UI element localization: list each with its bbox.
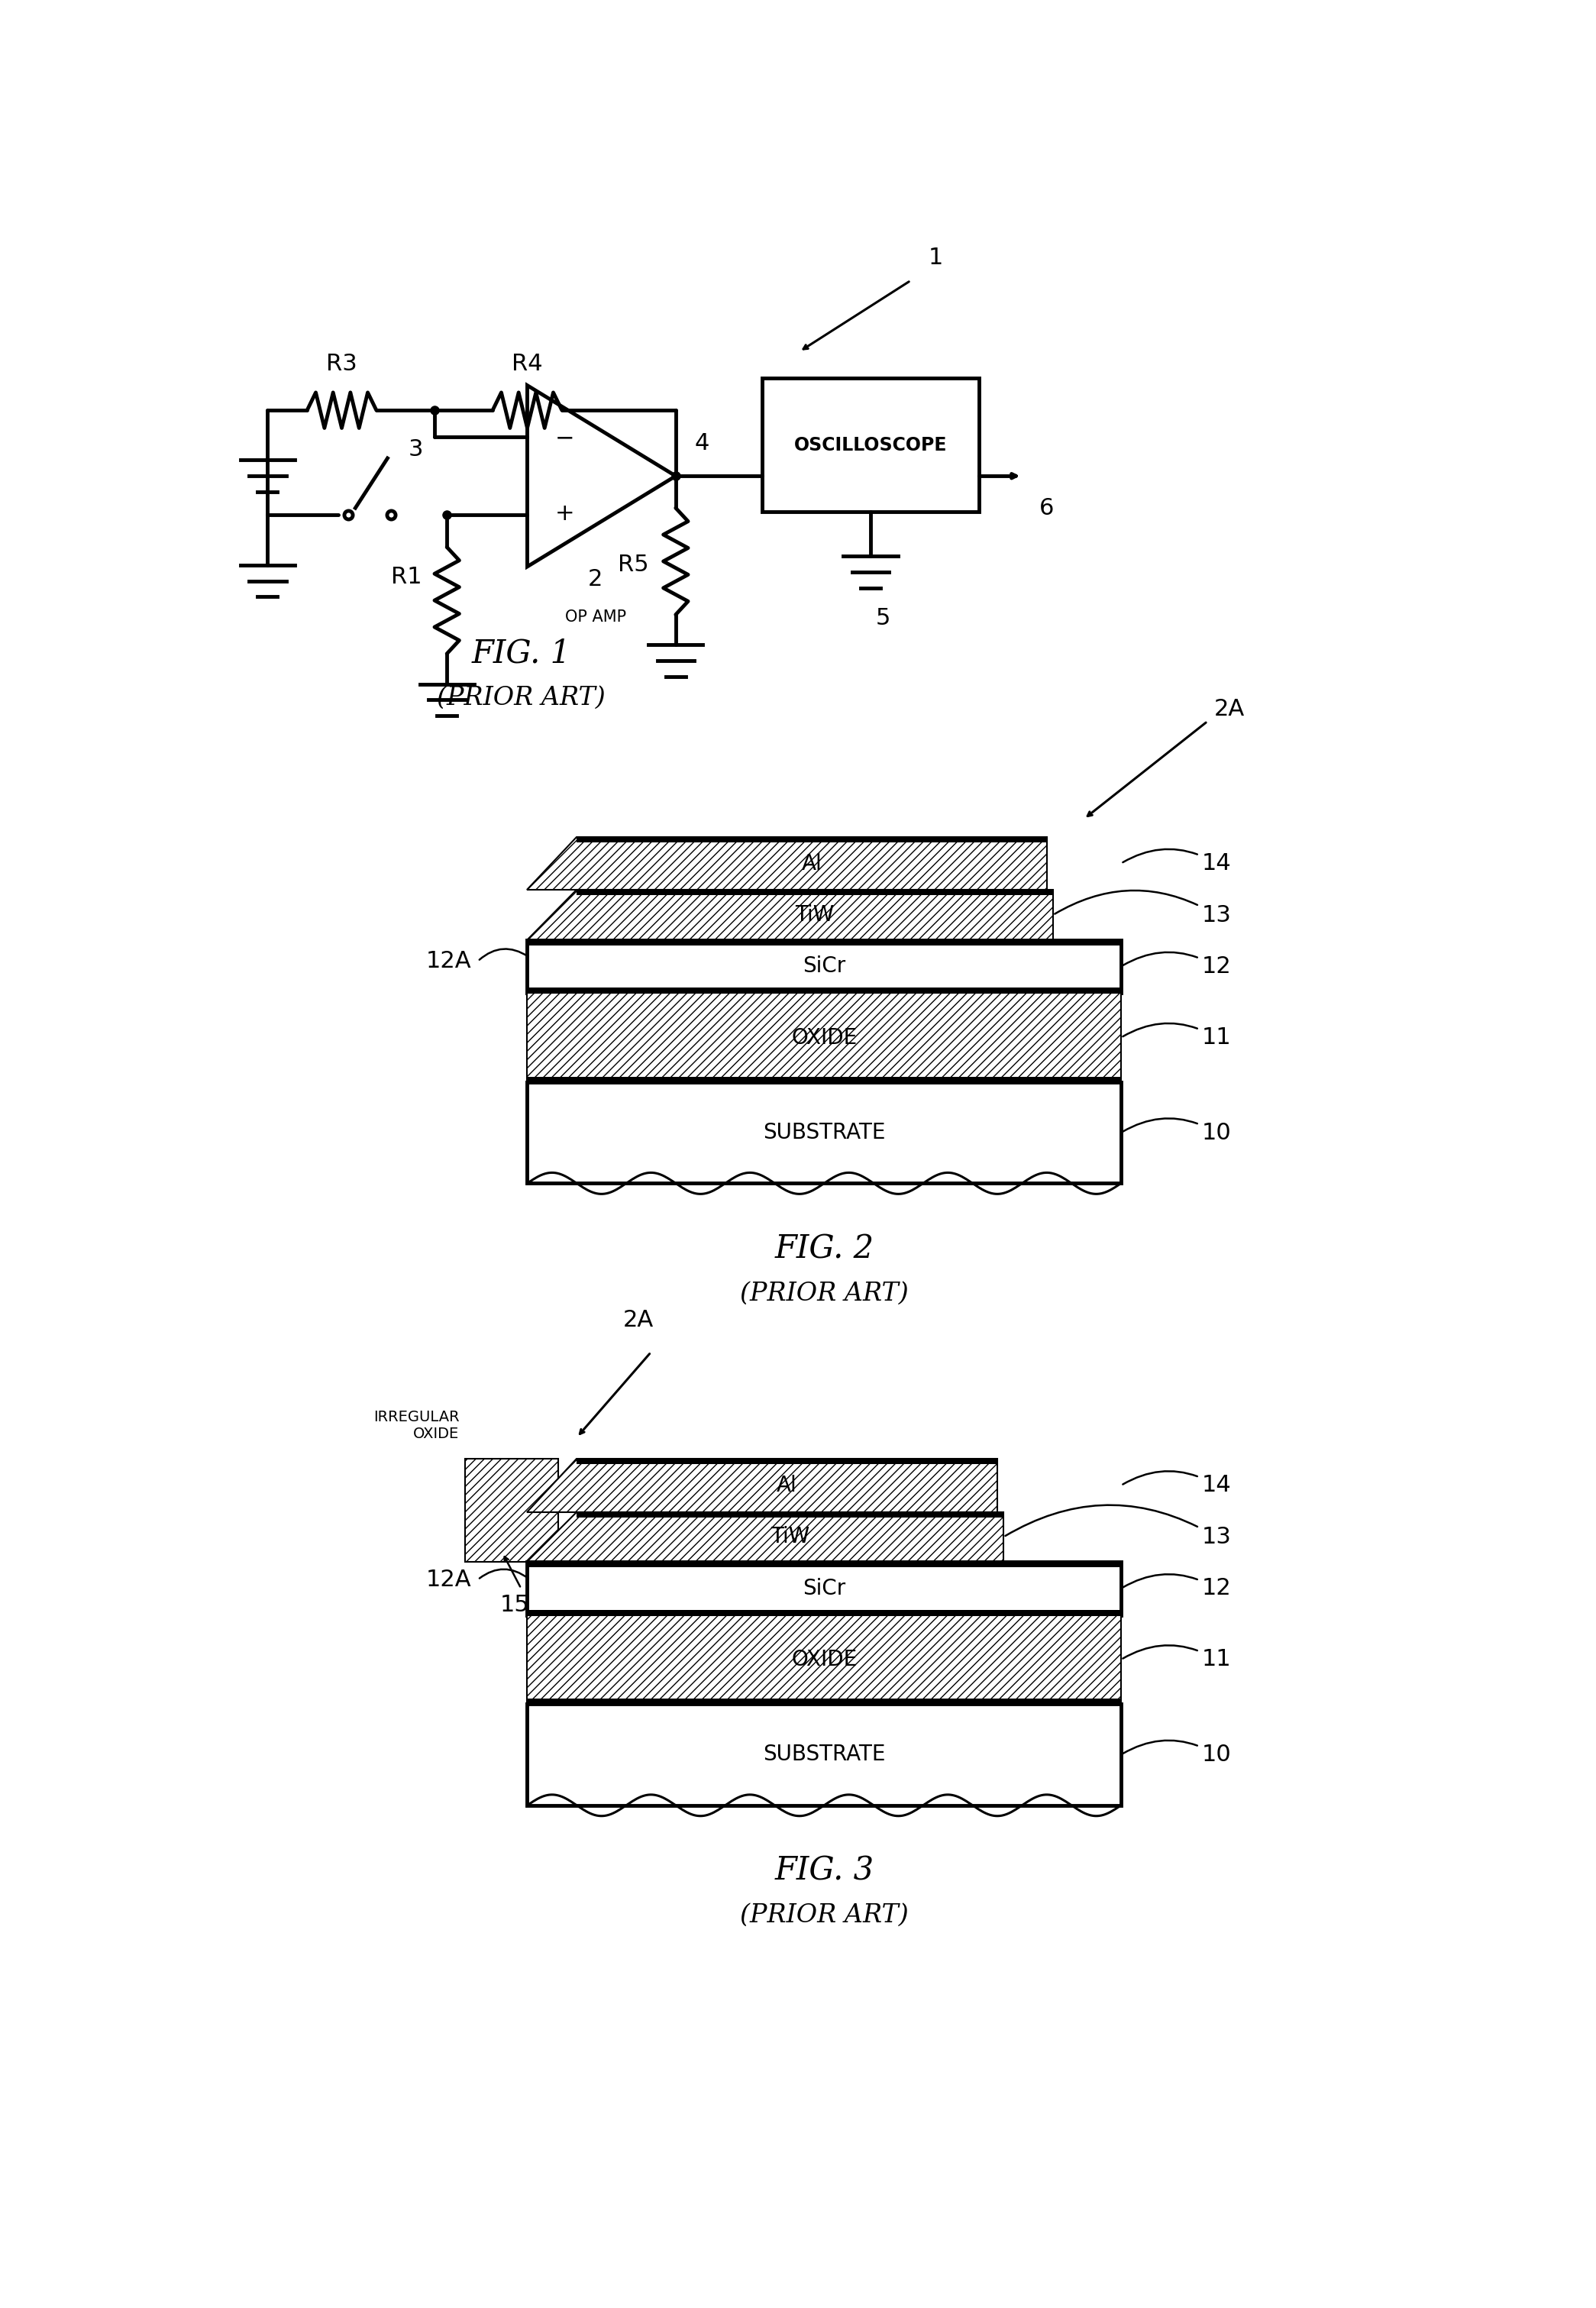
Polygon shape: [527, 1512, 1004, 1563]
Text: 12A: 12A: [426, 1569, 472, 1590]
Polygon shape: [527, 1459, 998, 1512]
Text: (PRIOR ART): (PRIOR ART): [741, 1904, 908, 1927]
Bar: [527, 939, 1120, 992]
Bar: [576, 1512, 1004, 1516]
Bar: [527, 939, 1120, 946]
Text: 2A: 2A: [1213, 697, 1245, 720]
Text: −: −: [555, 427, 575, 450]
Text: FIG. 2: FIG. 2: [774, 1232, 875, 1265]
Text: OXIDE: OXIDE: [792, 1027, 857, 1048]
Text: 2A: 2A: [622, 1309, 654, 1332]
Text: 5: 5: [876, 607, 891, 630]
Text: SiCr: SiCr: [803, 1579, 846, 1599]
Text: R3: R3: [326, 353, 358, 374]
Bar: [527, 1611, 1120, 1616]
Text: 14: 14: [1124, 1470, 1231, 1496]
Text: IRREGULAR
OXIDE: IRREGULAR OXIDE: [373, 1410, 460, 1440]
Text: (PRIOR ART): (PRIOR ART): [741, 1281, 908, 1306]
Polygon shape: [466, 1459, 559, 1563]
Text: SUBSTRATE: SUBSTRATE: [763, 1745, 886, 1766]
Text: R4: R4: [512, 353, 543, 374]
Text: 12A: 12A: [426, 951, 472, 972]
Text: 2: 2: [587, 568, 603, 591]
Text: FIG. 1: FIG. 1: [471, 637, 571, 669]
Text: SiCr: SiCr: [803, 956, 846, 976]
Text: 13: 13: [1055, 891, 1231, 926]
Polygon shape: [527, 838, 1047, 891]
Text: 4: 4: [694, 432, 709, 455]
Text: 14: 14: [1124, 849, 1231, 875]
Text: (PRIOR ART): (PRIOR ART): [437, 685, 605, 711]
Text: 1: 1: [927, 247, 943, 268]
Text: 12: 12: [1124, 953, 1231, 979]
Text: OXIDE: OXIDE: [792, 1648, 857, 1671]
Text: Al: Al: [801, 852, 822, 875]
Text: 11: 11: [1124, 1646, 1231, 1671]
Text: 11: 11: [1124, 1022, 1231, 1048]
Text: 3: 3: [409, 439, 423, 459]
Text: 6: 6: [1039, 496, 1055, 519]
Text: OSCILLOSCOPE: OSCILLOSCOPE: [793, 436, 946, 455]
Bar: [527, 1616, 1120, 1703]
Text: OP AMP: OP AMP: [565, 609, 626, 625]
Bar: [527, 1076, 1120, 1082]
Bar: [527, 1563, 1120, 1616]
Text: 10: 10: [1124, 1119, 1231, 1145]
Bar: [527, 1703, 1120, 1805]
Text: R1: R1: [391, 565, 421, 589]
Text: TiW: TiW: [771, 1526, 809, 1549]
Bar: [576, 891, 1053, 896]
Text: +: +: [554, 503, 575, 524]
Text: 13: 13: [1005, 1505, 1231, 1549]
Text: R5: R5: [618, 554, 648, 577]
Bar: [576, 1459, 998, 1463]
Text: 12: 12: [1124, 1574, 1231, 1599]
Text: TiW: TiW: [795, 905, 835, 926]
Bar: [527, 1082, 1120, 1184]
Bar: [763, 379, 978, 512]
Bar: [527, 1563, 1120, 1567]
Bar: [527, 988, 1120, 992]
Text: Al: Al: [777, 1475, 798, 1496]
Text: 15: 15: [500, 1595, 530, 1616]
Polygon shape: [527, 891, 1053, 939]
Bar: [576, 838, 1047, 842]
Text: FIG. 3: FIG. 3: [774, 1856, 875, 1888]
Bar: [527, 992, 1120, 1082]
Text: 10: 10: [1124, 1740, 1231, 1766]
Bar: [527, 1699, 1120, 1703]
Text: SUBSTRATE: SUBSTRATE: [763, 1122, 886, 1142]
